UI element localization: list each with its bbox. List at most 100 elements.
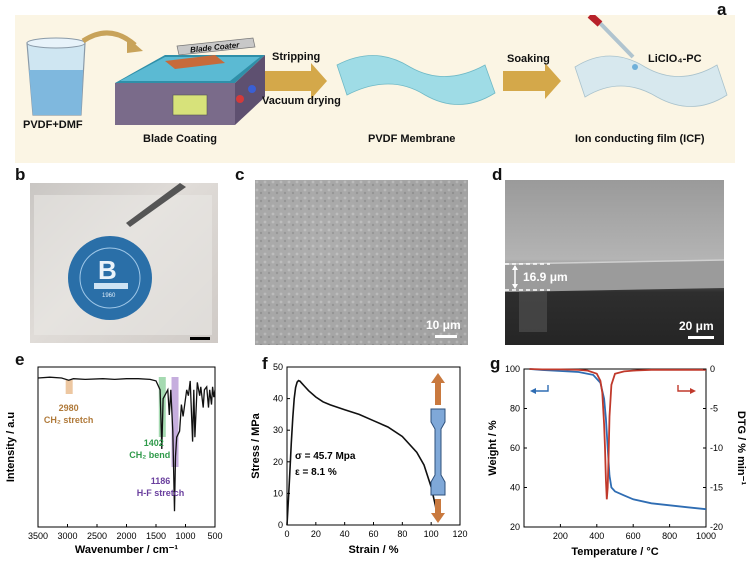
x-tick-label: 40 bbox=[340, 529, 350, 539]
pull-arrow-bottom-icon bbox=[435, 499, 441, 515]
y-tick-label: 80 bbox=[510, 404, 520, 414]
ftir-spectrum-line bbox=[37, 376, 216, 512]
y-tick-label: 20 bbox=[273, 457, 283, 467]
annotation-wavenumber: 1402 bbox=[144, 438, 164, 448]
panel-label-a: a bbox=[717, 0, 727, 19]
panel-label-c: c bbox=[235, 165, 245, 184]
scale-bar-c bbox=[435, 335, 457, 338]
x-tick-label: 0 bbox=[284, 529, 289, 539]
weight-axis-arrow-icon bbox=[534, 385, 549, 392]
panel-label-g: g bbox=[490, 354, 501, 373]
annotation-band bbox=[65, 380, 73, 394]
y-tick-label: 0 bbox=[278, 520, 283, 530]
panel-label-d: d bbox=[492, 165, 503, 184]
chart-stress-strain: 0 20 40 60 80 100 120 0 10 20 30 40 50 Strain / % Stre… bbox=[250, 362, 468, 556]
x-axis-label: Temperature / °C bbox=[571, 546, 658, 558]
logo-year: 1960 bbox=[102, 293, 116, 299]
x-tick-label: 400 bbox=[589, 531, 604, 541]
y2-axis-label: DTG / % min⁻¹ bbox=[735, 411, 747, 486]
x-axis-label: Strain / % bbox=[348, 544, 398, 556]
panel-label-e: e bbox=[15, 350, 25, 369]
x-axis-label: Wavenumber / cm⁻¹ bbox=[75, 544, 179, 556]
stress-strain-line bbox=[286, 379, 440, 526]
x-tick-label: 1000 bbox=[696, 531, 716, 541]
y-tick-label: 50 bbox=[273, 362, 283, 372]
scale-label-d: 20 μm bbox=[679, 319, 714, 333]
x-tick-label: 3500 bbox=[28, 531, 48, 541]
x-tick-label: 600 bbox=[626, 531, 641, 541]
photo-icf-film: B 1960 bbox=[30, 183, 218, 343]
thickness-label: 16.9 μm bbox=[523, 270, 568, 284]
x-tick-label: 80 bbox=[397, 529, 407, 539]
x-tick-label: 60 bbox=[368, 529, 378, 539]
x-tick-label: 800 bbox=[662, 531, 677, 541]
label-blade-coating: Blade Coating bbox=[143, 133, 217, 145]
y-tick-label: 20 bbox=[510, 522, 520, 532]
y-tick-label: 30 bbox=[273, 425, 283, 435]
annotation-wavenumber: 2980 bbox=[59, 403, 79, 413]
beaker-icon bbox=[26, 37, 86, 116]
process-arrow-2-icon bbox=[503, 63, 561, 99]
y-tick-label: 100 bbox=[505, 364, 520, 374]
scale-bar-b bbox=[190, 337, 210, 340]
scale-label-c: 10 μm bbox=[426, 318, 461, 332]
dtg-axis-arrow-icon bbox=[677, 385, 692, 392]
sem-surface-image: 10 μm bbox=[255, 180, 468, 345]
blade-coater-icon bbox=[115, 37, 265, 125]
pull-arrow-top-icon bbox=[435, 381, 441, 405]
x-tick-label: 20 bbox=[311, 529, 321, 539]
dogbone-specimen-icon bbox=[430, 408, 446, 496]
curved-arrow-head-icon bbox=[127, 37, 143, 53]
x-tick-label: 1500 bbox=[146, 531, 166, 541]
x-tick-label: 2500 bbox=[87, 531, 107, 541]
x-tick-label: 100 bbox=[424, 529, 439, 539]
label-liclo4-pc: LiClO₄-PC bbox=[648, 53, 702, 65]
pull-arrow-top-head-icon bbox=[431, 373, 445, 383]
x-tick-label: 1000 bbox=[175, 531, 195, 541]
label-icf: Ion conducting film (ICF) bbox=[575, 133, 705, 145]
schematic-graphics bbox=[26, 12, 728, 125]
y2-tick-label: 0 bbox=[710, 364, 715, 374]
dtg-axis-arrowhead-icon bbox=[690, 388, 696, 394]
panel-label-f: f bbox=[262, 354, 268, 373]
sem-texture bbox=[255, 180, 468, 345]
panel-a-schematic: PVDF+DMF Blade Coating PVDF Membrane Ion… bbox=[15, 12, 735, 163]
label-stripping: Stripping bbox=[272, 51, 321, 63]
tweezer-icon bbox=[126, 183, 186, 227]
x-tick-label: 200 bbox=[553, 531, 568, 541]
series-line-dtg bbox=[529, 368, 706, 500]
y-tick-label: 40 bbox=[510, 483, 520, 493]
dropper-icon bbox=[587, 12, 638, 70]
pvdf-membrane-icon bbox=[336, 55, 496, 105]
y-axis-label: Stress / MPa bbox=[250, 412, 262, 478]
chart-ftir: 3500 3000 2500 2000 1500 1000 500 Wavenumber / … bbox=[5, 366, 223, 556]
x-tick-label: 500 bbox=[207, 531, 222, 541]
annotation-text: H-F stretch bbox=[137, 488, 185, 498]
y-tick-label: 40 bbox=[273, 394, 283, 404]
y2-tick-label: -5 bbox=[710, 404, 718, 414]
weight-axis-arrowhead-icon bbox=[530, 388, 536, 394]
annotation-wavenumber: 1186 bbox=[151, 476, 171, 486]
plot-frame-g bbox=[523, 368, 707, 528]
label-pvdf-membrane: PVDF Membrane bbox=[368, 133, 456, 145]
logo-letter: B bbox=[98, 255, 117, 285]
annotation-sigma: σ = 45.7 Mpa bbox=[295, 451, 356, 462]
annotation-text: CH₂ bend bbox=[129, 450, 170, 460]
annotation-epsilon: ε = 8.1 % bbox=[295, 467, 337, 478]
process-arrow-1-icon bbox=[265, 63, 327, 99]
y-axis-label: Intensity / a.u bbox=[5, 412, 17, 482]
x-tick-label: 2000 bbox=[116, 531, 136, 541]
x-tick-label: 3000 bbox=[57, 531, 77, 541]
icf-film-icon bbox=[574, 55, 728, 107]
label-soaking: Soaking bbox=[507, 53, 550, 65]
label-vacuum-drying: Vacuum drying bbox=[262, 95, 341, 107]
scale-bar-d bbox=[688, 336, 714, 339]
y-tick-label: 60 bbox=[510, 443, 520, 453]
y2-tick-label: -15 bbox=[710, 483, 723, 493]
pull-arrow-bottom-head-icon bbox=[431, 513, 445, 523]
cross-section-graphics bbox=[505, 259, 724, 332]
sem-cross-section-image: 16.9 μm 20 μm bbox=[505, 180, 724, 345]
y2-tick-label: -10 bbox=[710, 443, 723, 453]
y2-tick-label: -20 bbox=[710, 522, 723, 532]
